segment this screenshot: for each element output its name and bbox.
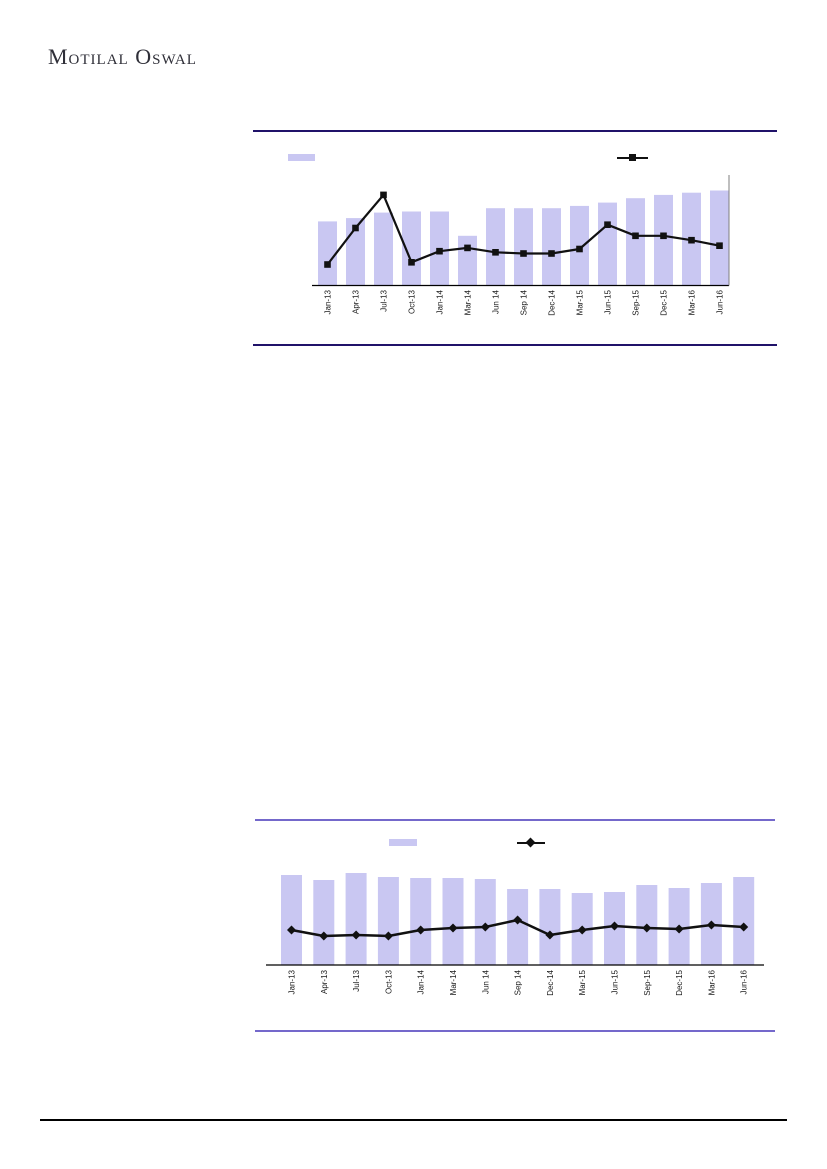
bar [402,211,421,286]
line-marker-square-icon [408,259,415,266]
bar [733,877,755,965]
x-axis-label: Sep-15 [643,969,652,995]
x-axis-label: Oct-13 [408,289,417,314]
bar [442,878,464,965]
x-axis-label: Dec-14 [548,289,557,315]
bar [313,880,335,965]
x-axis-label: Jan-14 [436,289,445,314]
bar [345,873,367,965]
x-axis-label: Jun-15 [604,289,613,314]
x-axis-label: Sep 14 [514,969,523,995]
line-marker-diamond-icon [513,915,523,925]
line-marker-diamond-icon [642,923,652,933]
x-axis-label: Sep 14 [520,289,529,315]
bar [507,889,529,965]
brand-logo: Motilal Oswal [48,44,197,69]
x-axis-label: Mar-14 [464,289,473,315]
x-axis-label: Apr-13 [320,969,329,994]
line-marker-diamond-icon [545,930,555,940]
x-axis-label: Jul-13 [352,969,361,991]
bar [486,208,505,286]
chart1-top-rule [253,130,777,132]
chart2-legend-diamond-marker-icon [525,837,536,848]
x-axis-label: Apr-13 [352,289,361,314]
chart1-plot: Jan-13 Apr-13 Jul-13 Oct-13 Jan-14 Mar-14 Jun … [312,175,730,316]
line-marker-square-icon [380,191,387,199]
chart2-top-rule [255,819,775,821]
x-axis-label: Mar-16 [688,289,697,315]
line-marker-diamond-icon [577,925,587,935]
line-marker-square-icon [688,236,695,244]
bar [374,212,393,286]
chart1-bottom-rule [253,344,777,346]
line-marker-square-icon [352,224,359,232]
line-marker-diamond-icon [287,925,296,935]
line-marker-diamond-icon [383,931,393,941]
chart2-legend-bar-swatch [389,839,417,846]
line-marker-diamond-icon [480,922,490,932]
x-axis-label: Jul-13 [380,289,389,311]
line-marker-square-icon [632,232,639,240]
line-marker-square-icon [716,242,723,249]
line-marker-square-icon [604,221,611,228]
bar [377,877,399,965]
x-axis-label: Oct-13 [384,969,393,994]
bar [539,889,561,965]
x-axis-label: Jan-13 [288,969,297,994]
bar [654,194,673,286]
line-marker-square-icon [492,249,499,256]
x-axis-label: Sep-15 [632,289,641,315]
x-axis-label: Jun-16 [716,289,725,314]
x-axis-label: Jun 14 [492,289,501,314]
bar [281,875,302,965]
bar [458,235,477,286]
x-axis-label: Jun-16 [740,969,749,994]
line-marker-square-icon [520,250,527,257]
bar [318,221,337,286]
line-marker-square-icon [548,250,555,257]
bar [474,879,496,965]
line-marker-diamond-icon [416,925,426,935]
x-axis-label: Jun 14 [481,969,490,994]
x-axis-label: Dec-15 [660,289,669,315]
line-marker-square-icon [324,261,331,268]
line-marker-square-icon [660,232,667,240]
x-axis-label: Dec-14 [546,969,555,995]
line-marker-diamond-icon [674,924,684,934]
line-marker-diamond-icon [610,921,619,931]
line-marker-diamond-icon [319,931,329,941]
line-marker-diamond-icon [739,922,749,932]
bar [626,198,645,286]
line-marker-square-icon [576,245,583,253]
bar [514,208,533,286]
line-marker-diamond-icon [706,920,716,930]
bar [598,202,617,286]
line-marker-square-icon [436,247,443,255]
line-marker-diamond-icon [448,923,458,933]
x-axis-label: Jun-15 [611,969,620,994]
x-axis-label: Jan-14 [417,969,426,994]
x-axis-label: Mar-16 [707,969,716,995]
footer-rule [40,1119,787,1121]
x-axis-label: Jan-13 [324,289,333,314]
line-marker-square-icon [464,244,471,252]
chart2-bottom-rule [255,1030,775,1032]
bar [542,208,561,286]
line-marker-diamond-icon [351,930,361,940]
bar [710,190,729,286]
x-axis-label: Dec-15 [675,969,684,995]
chart1-legend-square-marker-icon [629,154,636,161]
x-axis-label: Mar-15 [576,289,585,315]
chart1-legend-bar-swatch [288,154,315,161]
chart2-plot: Jan-13 Apr-13 Jul-13 Oct-13 Jan-14 Mar-14 Jun … [266,873,764,996]
x-axis-label: Mar-15 [578,969,587,995]
bar [410,878,432,965]
x-axis-label: Mar-14 [449,969,458,995]
